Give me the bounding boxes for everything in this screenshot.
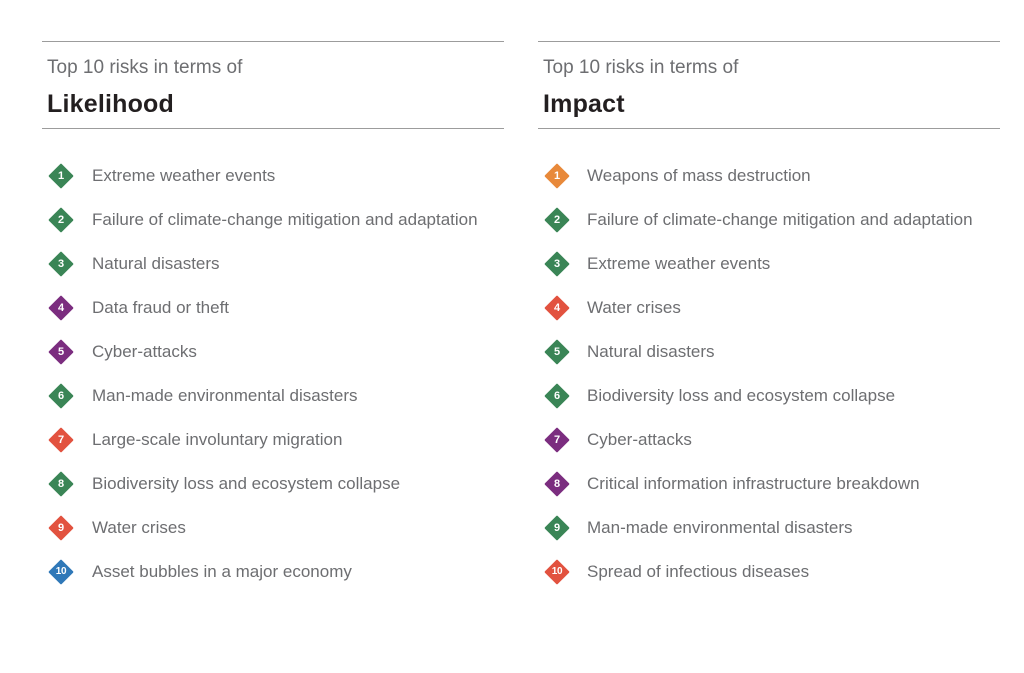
rank-number: 5 — [553, 346, 561, 358]
risk-item: 1 Extreme weather events — [42, 154, 504, 198]
rank-number: 10 — [551, 566, 563, 577]
rank-number: 4 — [57, 302, 65, 314]
top-divider — [538, 41, 1000, 42]
risk-item: 9 Man-made environmental disasters — [538, 506, 1000, 550]
risk-label: Failure of climate-change mitigation and… — [587, 210, 973, 229]
risk-label: Critical information infrastructure brea… — [587, 474, 920, 493]
risk-item: 7 Cyber-attacks — [538, 418, 1000, 462]
risk-item: 10 Asset bubbles in a major economy — [42, 550, 504, 594]
impact-title: Impact — [543, 90, 625, 118]
risk-item: 2 Failure of climate-change mitigation an… — [538, 198, 1000, 242]
risk-item: 9 Water crises — [42, 506, 504, 550]
risk-item: 5 Natural disasters — [538, 330, 1000, 374]
rank-diamond-icon: 2 — [543, 206, 571, 234]
risk-item: 4 Data fraud or theft — [42, 286, 504, 330]
risk-label: Extreme weather events — [587, 254, 771, 273]
rank-number: 8 — [553, 478, 561, 490]
risk-label: Natural disasters — [587, 342, 715, 361]
rank-diamond-icon: 9 — [543, 514, 571, 542]
risk-item: 8 Biodiversity loss and ecosystem collaps… — [42, 462, 504, 506]
risk-item: 4 Water crises — [538, 286, 1000, 330]
risk-label: Asset bubbles in a major economy — [92, 562, 352, 581]
rank-diamond-icon: 5 — [47, 338, 75, 366]
likelihood-panel: Top 10 risks in terms of Likelihood 1 Ext… — [42, 41, 504, 594]
impact-subtitle: Top 10 risks in terms of — [543, 57, 739, 78]
impact-panel: Top 10 risks in terms of Impact 1 Weapons… — [538, 41, 1000, 594]
risk-item: 3 Natural disasters — [42, 242, 504, 286]
rank-number: 2 — [57, 214, 65, 226]
rank-diamond-icon: 10 — [543, 558, 571, 586]
rank-diamond-icon: 7 — [543, 426, 571, 454]
risk-label: Man-made environmental disasters — [587, 518, 853, 537]
risk-label: Large-scale involuntary migration — [92, 430, 343, 449]
likelihood-subtitle: Top 10 risks in terms of — [47, 57, 243, 78]
rank-number: 4 — [553, 302, 561, 314]
rank-diamond-icon: 6 — [543, 382, 571, 410]
rank-diamond-icon: 4 — [543, 294, 571, 322]
rank-diamond-icon: 2 — [47, 206, 75, 234]
rank-diamond-icon: 1 — [543, 162, 571, 190]
risk-item: 8 Critical information infrastructure bre… — [538, 462, 1000, 506]
rank-diamond-icon: 3 — [47, 250, 75, 278]
risk-item: 1 Weapons of mass destruction — [538, 154, 1000, 198]
rank-diamond-icon: 3 — [543, 250, 571, 278]
rank-diamond-icon: 1 — [47, 162, 75, 190]
likelihood-title: Likelihood — [47, 90, 174, 118]
risk-label: Failure of climate-change mitigation and… — [92, 210, 478, 229]
risk-label: Weapons of mass destruction — [587, 166, 811, 185]
header-divider — [42, 128, 504, 129]
rank-number: 9 — [553, 522, 561, 534]
risk-item: 7 Large-scale involuntary migration — [42, 418, 504, 462]
risk-item: 10 Spread of infectious diseases — [538, 550, 1000, 594]
rank-number: 8 — [57, 478, 65, 490]
rank-number: 10 — [55, 566, 67, 577]
rank-number: 7 — [553, 434, 561, 446]
rank-diamond-icon: 7 — [47, 426, 75, 454]
risk-label: Biodiversity loss and ecosystem collapse — [92, 474, 401, 493]
rank-diamond-icon: 10 — [47, 558, 75, 586]
rank-diamond-icon: 6 — [47, 382, 75, 410]
likelihood-list: 1 Extreme weather events 2 Failure of clima… — [42, 154, 504, 594]
risk-label: Extreme weather events — [92, 166, 276, 185]
top-divider — [42, 41, 504, 42]
risk-label: Data fraud or theft — [92, 298, 230, 317]
risk-item: 6 Man-made environmental disasters — [42, 374, 504, 418]
rank-diamond-icon: 5 — [543, 338, 571, 366]
risk-label: Man-made environmental disasters — [92, 386, 358, 405]
rank-number: 6 — [57, 390, 65, 402]
rank-diamond-icon: 8 — [47, 470, 75, 498]
risk-item: 6 Biodiversity loss and ecosystem collaps… — [538, 374, 1000, 418]
risk-item: 3 Extreme weather events — [538, 242, 1000, 286]
rank-diamond-icon: 9 — [47, 514, 75, 542]
rank-number: 5 — [57, 346, 65, 358]
rank-number: 3 — [553, 258, 561, 270]
rank-number: 1 — [553, 170, 561, 182]
rank-number: 2 — [553, 214, 561, 226]
risk-item: 5 Cyber-attacks — [42, 330, 504, 374]
impact-list: 1 Weapons of mass destruction 2 Failure of … — [538, 154, 1000, 594]
risk-label: Water crises — [587, 298, 681, 317]
risk-label: Cyber-attacks — [587, 430, 692, 449]
risk-item: 2 Failure of climate-change mitigation an… — [42, 198, 504, 242]
rank-diamond-icon: 4 — [47, 294, 75, 322]
rank-number: 3 — [57, 258, 65, 270]
rank-number: 6 — [553, 390, 561, 402]
rank-diamond-icon: 8 — [543, 470, 571, 498]
risk-label: Water crises — [92, 518, 186, 537]
risk-label: Biodiversity loss and ecosystem collapse — [587, 386, 896, 405]
risk-label: Natural disasters — [92, 254, 220, 273]
risk-label: Cyber-attacks — [92, 342, 197, 361]
rank-number: 9 — [57, 522, 65, 534]
risk-label: Spread of infectious diseases — [587, 562, 810, 581]
rank-number: 7 — [57, 434, 65, 446]
rank-number: 1 — [57, 170, 65, 182]
header-divider — [538, 128, 1000, 129]
